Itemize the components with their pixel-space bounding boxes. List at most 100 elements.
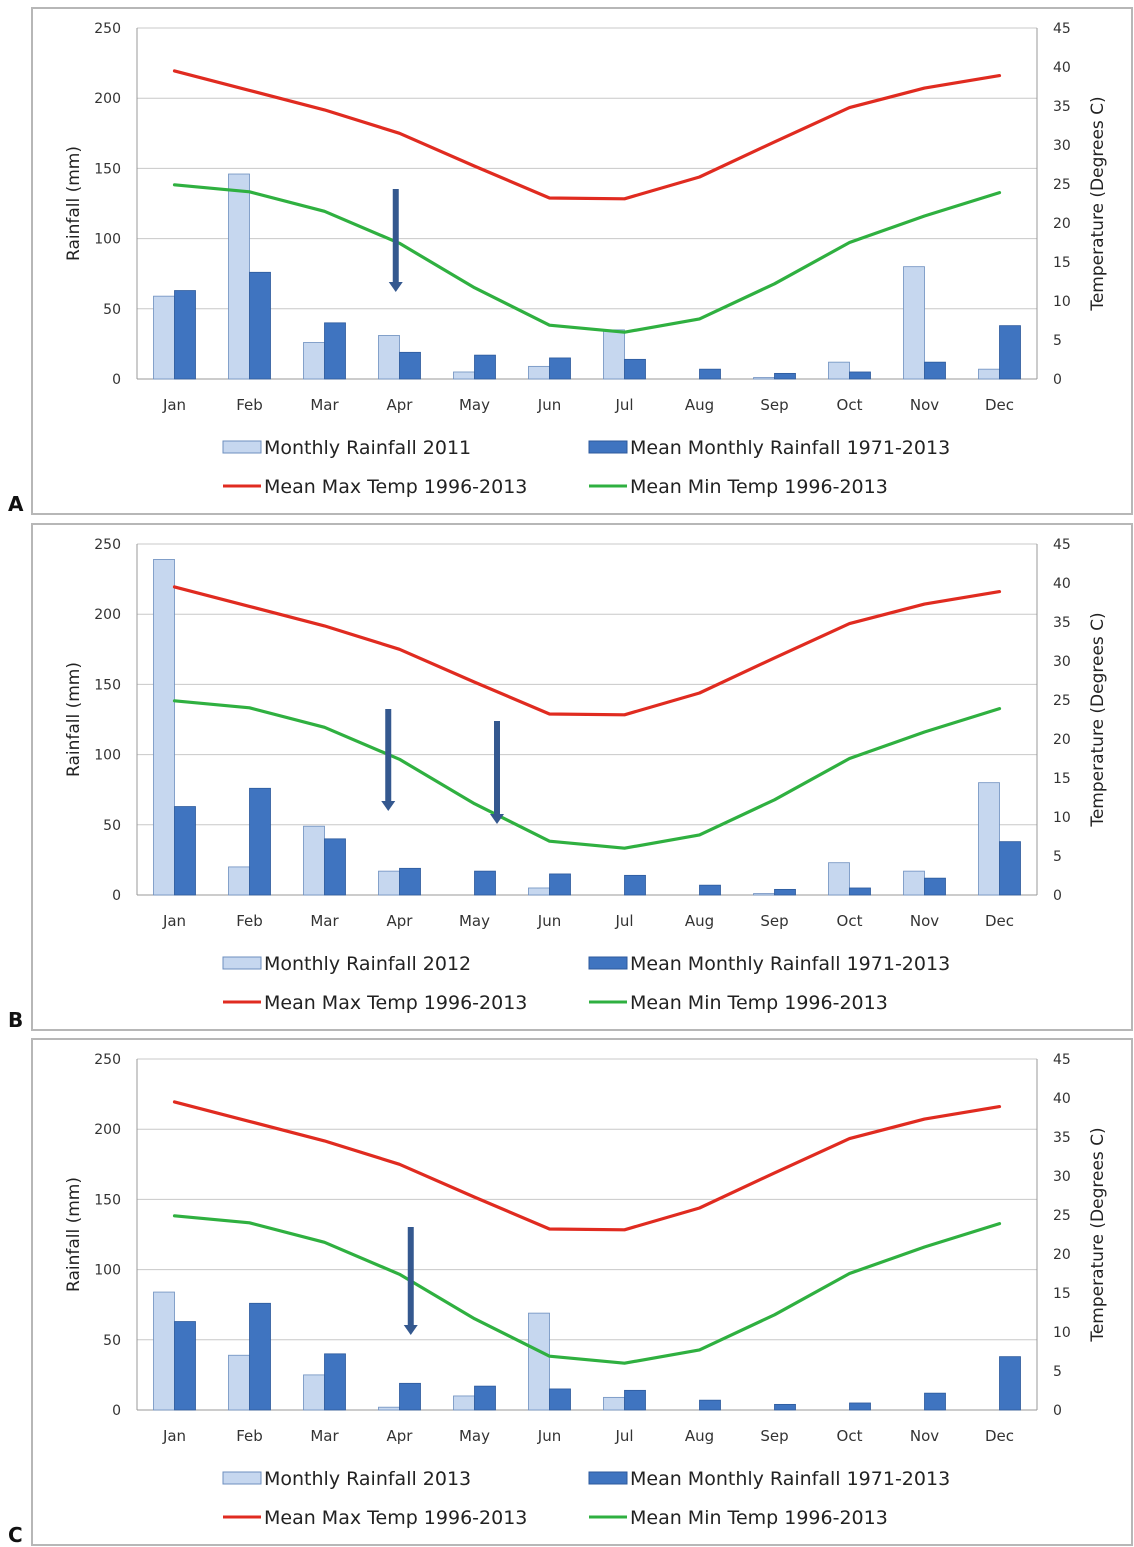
x-tick-label: Dec [985, 1427, 1014, 1445]
bar-rain-mean [849, 371, 871, 380]
y2-tick-label: 30 [1053, 654, 1071, 670]
line-min-temp [172, 699, 1002, 850]
bar-rain-mean [624, 358, 646, 380]
legend-label: Mean Monthly Rainfall 1971-2013 [630, 437, 950, 459]
legend: Monthly Rainfall 2011 Mean Monthly Rainfa… [222, 437, 950, 498]
bar-rain-mean [924, 877, 946, 896]
bar-rain-mean [399, 1382, 421, 1411]
legend-label: Mean Min Temp 1996-2013 [630, 992, 888, 1014]
bar-rain-mean [849, 1402, 871, 1411]
x-tick-label: Sep [760, 912, 788, 930]
y-tick-label: 100 [94, 1263, 121, 1279]
bar-rain-mean [999, 325, 1021, 380]
annotation-arrow [403, 1227, 418, 1335]
x-tick-label: May [459, 1427, 490, 1445]
legend-swatch [588, 440, 628, 454]
x-tick-label: Feb [236, 396, 263, 414]
bar-rain-mean [624, 1389, 646, 1411]
bar-rain-year [528, 887, 550, 896]
bar-rain-mean [999, 841, 1021, 896]
annotation-arrow [381, 709, 396, 811]
x-tick-label: Nov [910, 912, 939, 930]
y2-tick-label: 15 [1053, 255, 1071, 271]
y-tick-label: 200 [94, 1122, 121, 1138]
bar-rain-mean [174, 1321, 196, 1411]
line-max-temp [172, 69, 1002, 201]
chart-panel-c: 0 50 100 150 200 250 0 5 10 15 20 25 30 35 40 45 Rainfal… [0, 1031, 1134, 1547]
y2-tick-label: 5 [1053, 1364, 1062, 1380]
y2-axis-title: Temperature (Degrees C) [1088, 1127, 1108, 1342]
line-min-temp [172, 1214, 1002, 1365]
x-tick-label: Jan [162, 912, 186, 930]
y-tick-label: 250 [94, 21, 121, 37]
x-tick-label: Mar [310, 912, 339, 930]
bar-rain-year [528, 1312, 550, 1411]
y-tick-label: 150 [94, 161, 121, 177]
y2-tick-label: 25 [1053, 177, 1071, 193]
bar-rain-year [378, 335, 400, 380]
bar-rain-year [228, 173, 250, 380]
bar-rain-mean [549, 1388, 571, 1411]
legend-label: Mean Max Temp 1996-2013 [264, 1507, 527, 1529]
y-tick-label: 0 [112, 1403, 121, 1419]
bar-rain-year [228, 1354, 250, 1411]
y2-axis-title: Temperature (Degrees C) [1088, 612, 1108, 827]
chart-frame [31, 7, 1133, 515]
y2-tick-label: 15 [1053, 1286, 1071, 1302]
x-tick-label: Oct [837, 396, 863, 414]
arrow-head [381, 801, 396, 811]
x-tick-label: Jan [162, 1427, 186, 1445]
bar-rain-year [903, 266, 925, 380]
x-tick-label: Sep [760, 396, 788, 414]
x-tick-label: Jun [537, 912, 561, 930]
bar-rain-mean [249, 787, 271, 896]
bar-rain-year [978, 782, 1000, 896]
arrow-head [388, 282, 403, 292]
y2-tick-label: 20 [1053, 216, 1071, 232]
annotation-arrow [490, 721, 504, 824]
y-tick-label: 0 [112, 372, 121, 388]
bar-rain-mean [549, 873, 571, 896]
bar-rain-year [228, 866, 250, 896]
bar-rain-year [303, 1374, 325, 1411]
arrow-head [490, 814, 504, 824]
x-tick-label: Oct [837, 912, 863, 930]
y2-tick-label: 0 [1053, 372, 1062, 388]
legend-label: Mean Monthly Rainfall 1971-2013 [630, 1468, 950, 1490]
x-tick-label: Aug [685, 1427, 714, 1445]
bar-rain-year [453, 371, 475, 380]
y-tick-label: 0 [112, 888, 121, 904]
bar-rain-mean [249, 1302, 271, 1411]
bar-rain-mean [399, 351, 421, 380]
y2-tick-label: 25 [1053, 1208, 1071, 1224]
bar-rain-mean [924, 361, 946, 380]
annotation-arrow [388, 189, 403, 292]
y2-tick-label: 40 [1053, 60, 1071, 76]
chart-frame [31, 1038, 1133, 1546]
x-tick-label: Dec [985, 912, 1014, 930]
legend-swatch [588, 956, 628, 970]
bar-rain-mean [474, 1385, 496, 1411]
legend: Monthly Rainfall 2013 Mean Monthly Rainfa… [222, 1468, 950, 1529]
bar-rain-year [603, 1396, 625, 1411]
bar-rain-mean [849, 887, 871, 896]
y2-tick-label: 35 [1053, 99, 1071, 115]
y-tick-label: 200 [94, 607, 121, 623]
legend-label: Mean Min Temp 1996-2013 [630, 476, 888, 498]
y2-tick-label: 35 [1053, 615, 1071, 631]
x-tick-label: Nov [910, 1427, 939, 1445]
chart-b: 0 50 100 150 200 250 0 5 10 15 20 25 30 35 40 45 Rainfal… [31, 523, 1133, 1031]
bar-rain-year [153, 295, 175, 380]
y-tick-label: 50 [103, 302, 121, 318]
bar-rain-mean [699, 368, 721, 380]
x-tick-label: Oct [837, 1427, 863, 1445]
x-tick-label: Apr [387, 912, 414, 930]
x-tick-label: Jan [162, 396, 186, 414]
y2-tick-label: 40 [1053, 1091, 1071, 1107]
bar-rain-year [828, 862, 850, 896]
bar-rain-mean [324, 838, 346, 896]
y2-tick-label: 15 [1053, 771, 1071, 787]
bar-rain-year [153, 1291, 175, 1411]
y2-tick-label: 20 [1053, 732, 1071, 748]
bar-rain-mean [474, 354, 496, 380]
